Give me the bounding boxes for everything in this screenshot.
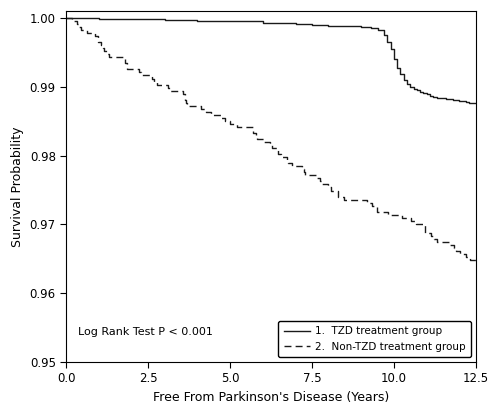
1.  TZD treatment group — [374, 27, 380, 32]
1.  TZD treatment group — [388, 39, 394, 44]
Line: 1.  TZD treatment group: 1. TZD treatment group — [66, 18, 476, 103]
1.  TZD treatment group — [466, 100, 472, 105]
1.  TZD treatment group — [374, 26, 380, 31]
2.  Non-TZD treatment group — [374, 209, 380, 214]
1.  TZD treatment group — [309, 22, 315, 27]
2.  Non-TZD treatment group — [467, 258, 473, 263]
1.  TZD treatment group — [63, 15, 69, 20]
2.  Non-TZD treatment group — [182, 94, 188, 99]
2.  Non-TZD treatment group — [473, 258, 479, 263]
Y-axis label: Survival Probability: Survival Probability — [11, 126, 24, 247]
2.  Non-TZD treatment group — [182, 94, 188, 99]
2.  Non-TZD treatment group — [314, 176, 320, 181]
X-axis label: Free From Parkinson's Disease (Years): Free From Parkinson's Disease (Years) — [153, 391, 389, 404]
1.  TZD treatment group — [391, 46, 397, 51]
1.  TZD treatment group — [473, 100, 479, 105]
2.  Non-TZD treatment group — [63, 15, 69, 20]
1.  TZD treatment group — [404, 81, 410, 86]
Text: Log Rank Test P < 0.001: Log Rank Test P < 0.001 — [78, 327, 214, 337]
2.  Non-TZD treatment group — [385, 209, 391, 214]
Line: 2.  Non-TZD treatment group: 2. Non-TZD treatment group — [66, 18, 476, 260]
2.  Non-TZD treatment group — [96, 37, 102, 42]
Legend: 1.  TZD treatment group, 2.  Non-TZD treatment group: 1. TZD treatment group, 2. Non-TZD treat… — [278, 321, 470, 357]
